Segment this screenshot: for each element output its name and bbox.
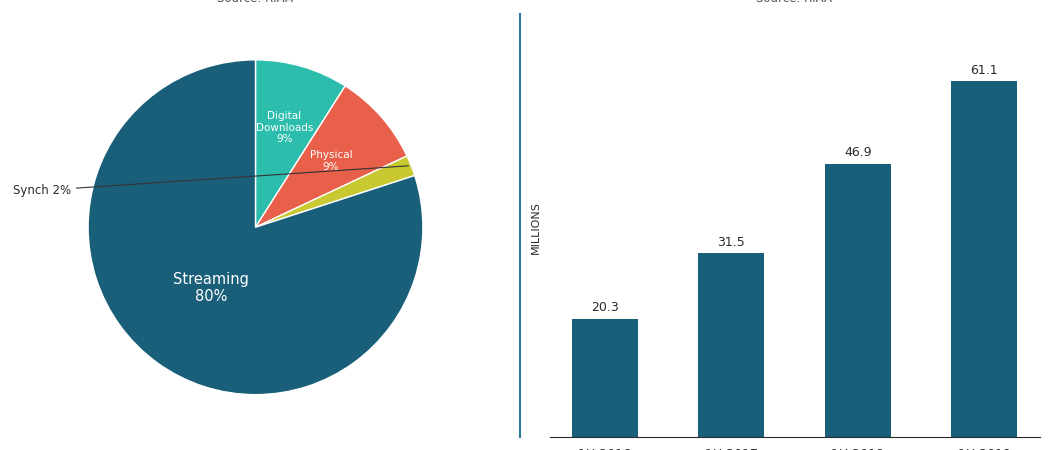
Text: Digital
Downloads
9%: Digital Downloads 9%: [256, 111, 313, 144]
Wedge shape: [255, 86, 407, 227]
Wedge shape: [255, 156, 415, 227]
Text: 31.5: 31.5: [717, 236, 746, 249]
Bar: [698, 253, 764, 436]
Text: Physical
9%: Physical 9%: [310, 150, 352, 171]
Bar: [572, 319, 637, 436]
Text: 20.3: 20.3: [591, 301, 618, 314]
Text: 46.9: 46.9: [844, 146, 872, 159]
Bar: [951, 81, 1017, 436]
Text: 61.1: 61.1: [970, 64, 999, 76]
Wedge shape: [255, 60, 345, 227]
Text: Source: RIAA: Source: RIAA: [217, 0, 294, 5]
Bar: [825, 164, 890, 436]
Text: Source: RIAA: Source: RIAA: [756, 0, 833, 5]
Wedge shape: [88, 60, 423, 395]
Y-axis label: MILLIONS: MILLIONS: [531, 201, 541, 254]
Text: Streaming
80%: Streaming 80%: [173, 272, 249, 304]
Text: Synch 2%: Synch 2%: [13, 166, 408, 197]
